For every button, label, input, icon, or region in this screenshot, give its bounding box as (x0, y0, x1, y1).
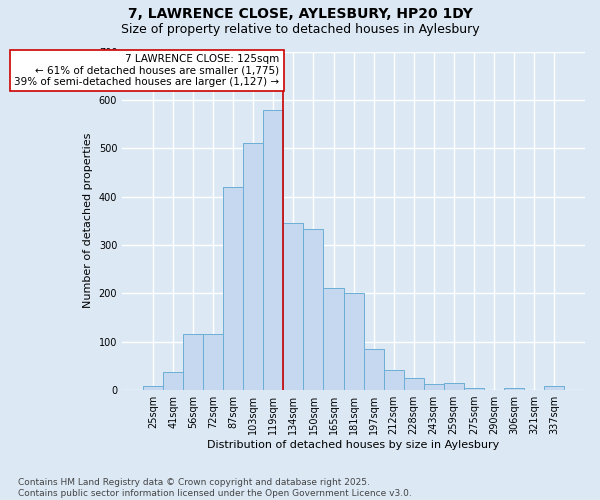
Bar (344, 294, 364, 390)
Text: 7, LAWRENCE CLOSE, AYLESBURY, HP20 1DY: 7, LAWRENCE CLOSE, AYLESBURY, HP20 1DY (128, 8, 472, 22)
Text: Contains HM Land Registry data © Crown copyright and database right 2025.
Contai: Contains HM Land Registry data © Crown c… (18, 478, 412, 498)
Bar (304, 229, 323, 390)
Bar (323, 288, 344, 390)
Bar (244, 144, 263, 390)
Bar (263, 110, 283, 390)
Bar (364, 349, 383, 390)
Bar (544, 386, 564, 390)
Bar (283, 223, 304, 390)
Bar (203, 334, 223, 390)
Bar (383, 370, 404, 390)
Text: 7 LAWRENCE CLOSE: 125sqm
← 61% of detached houses are smaller (1,775)
39% of sem: 7 LAWRENCE CLOSE: 125sqm ← 61% of detach… (14, 54, 280, 87)
Bar (143, 386, 163, 390)
Bar (424, 384, 444, 390)
Bar (183, 334, 203, 390)
Y-axis label: Number of detached properties: Number of detached properties (83, 133, 93, 308)
Text: Size of property relative to detached houses in Aylesbury: Size of property relative to detached ho… (121, 22, 479, 36)
Bar (444, 384, 464, 390)
Bar (464, 388, 484, 390)
Bar (504, 388, 524, 390)
Bar (404, 378, 424, 390)
X-axis label: Distribution of detached houses by size in Aylesbury: Distribution of detached houses by size … (208, 440, 500, 450)
Bar (163, 372, 183, 390)
Bar (223, 187, 244, 390)
